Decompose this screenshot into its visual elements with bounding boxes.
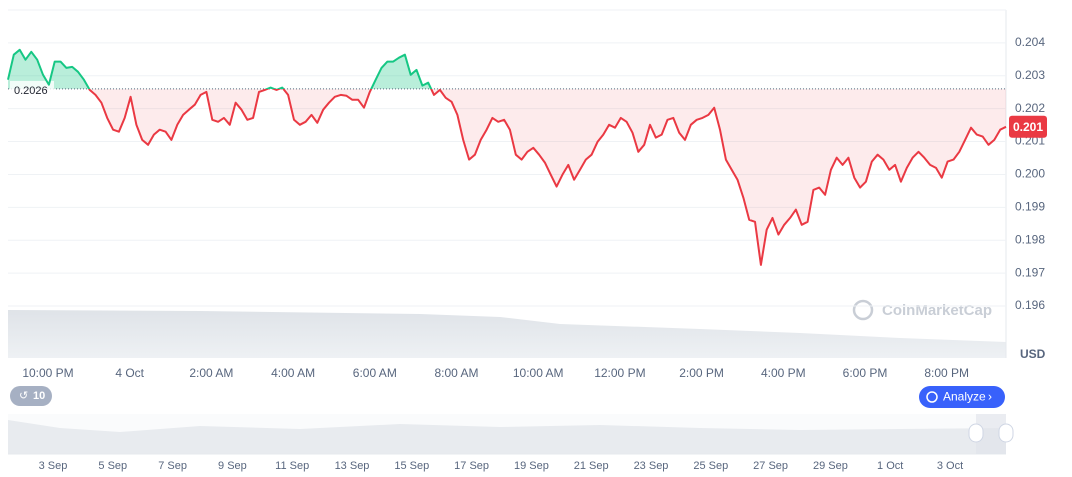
- y-tick-label: 0.204: [1015, 35, 1045, 49]
- history-badge-text: 10: [33, 390, 45, 402]
- navigator-handle[interactable]: [968, 423, 984, 443]
- navigator-label: 15 Sep: [394, 460, 429, 472]
- x-tick-label: 12:00 PM: [594, 366, 645, 380]
- currency-label: USD: [1020, 347, 1046, 361]
- x-tick-label: 8:00 AM: [434, 366, 478, 380]
- navigator-label: 19 Sep: [514, 460, 549, 472]
- x-tick-label: 4:00 PM: [761, 366, 806, 380]
- navigator-label: 27 Sep: [753, 460, 788, 472]
- navigator-label: 3 Sep: [39, 460, 68, 472]
- navigator-label: 5 Sep: [98, 460, 127, 472]
- reference-label: 0.2026: [14, 85, 48, 97]
- history-icon: ↺: [19, 390, 28, 402]
- y-tick-label: 0.203: [1015, 68, 1045, 82]
- navigator-label: 17 Sep: [454, 460, 489, 472]
- navigator-area: [8, 420, 1006, 454]
- navigator-label: 21 Sep: [574, 460, 609, 472]
- x-tick-label: 10:00 AM: [513, 366, 564, 380]
- y-tick-label: 0.199: [1015, 200, 1045, 214]
- price-area: [8, 49, 1006, 265]
- analyze-button[interactable]: [919, 386, 1005, 408]
- y-tick-label: 0.197: [1015, 265, 1045, 279]
- navigator-label: 7 Sep: [158, 460, 187, 472]
- x-tick-label: 2:00 PM: [679, 366, 724, 380]
- navigator-label: 29 Sep: [813, 460, 848, 472]
- watermark-text: CoinMarketCap: [882, 302, 992, 319]
- analyze-icon: [926, 391, 938, 403]
- volume-area: [8, 310, 1006, 358]
- last-price-badge: [1009, 115, 1047, 138]
- navigator-label: 9 Sep: [218, 460, 247, 472]
- navigator-label: 11 Sep: [275, 460, 309, 472]
- x-tick-label: 4:00 AM: [271, 366, 315, 380]
- x-tick-label: 8:00 PM: [924, 366, 969, 380]
- navigator-label: 13 Sep: [335, 460, 370, 472]
- navigator-label: 25 Sep: [693, 460, 728, 472]
- y-tick-label: 0.200: [1015, 167, 1045, 181]
- navigator-label: 23 Sep: [634, 460, 669, 472]
- x-tick-label: 4 Oct: [115, 366, 144, 380]
- analyze-arrow: ›: [988, 390, 992, 404]
- y-tick-label: 0.202: [1015, 101, 1045, 115]
- watermark: CoinMarketCap: [852, 299, 992, 321]
- last-price-label: 0.201: [1013, 120, 1043, 134]
- navigator-handle[interactable]: [998, 423, 1014, 443]
- x-tick-label: 6:00 AM: [353, 366, 397, 380]
- x-tick-label: 6:00 PM: [843, 366, 888, 380]
- reference-label-bg: [10, 80, 54, 97]
- y-tick-label: 0.196: [1015, 298, 1045, 312]
- navigator-label: 1 Oct: [877, 460, 903, 472]
- y-tick-label: 0.198: [1015, 232, 1045, 246]
- analyze-button-text: Analyze: [943, 390, 986, 404]
- price-line: [7, 48, 1007, 266]
- navigator-label: 3 Oct: [937, 460, 963, 472]
- x-tick-label: 2:00 AM: [189, 366, 233, 380]
- history-badge[interactable]: [10, 386, 52, 406]
- x-tick-label: 10:00 PM: [22, 366, 73, 380]
